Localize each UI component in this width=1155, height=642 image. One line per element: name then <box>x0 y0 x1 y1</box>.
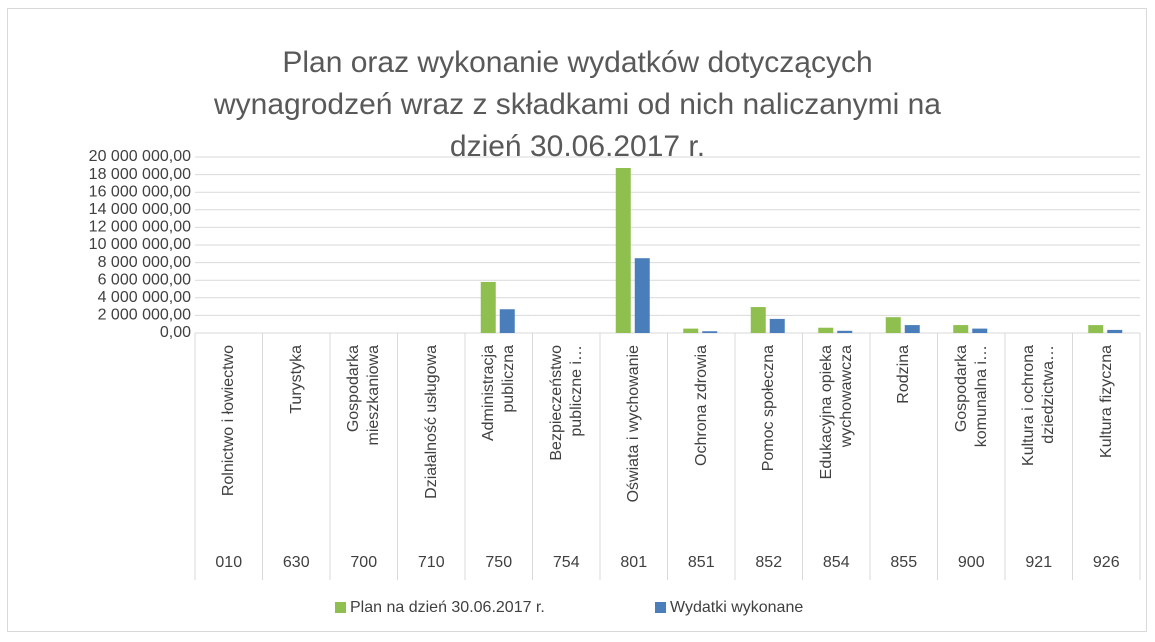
category-label-box: Oświata i wychowanie <box>600 345 667 510</box>
x-tick-label: Turystyka <box>287 345 305 414</box>
category-label-box: Kultura fizyczna <box>1073 345 1140 510</box>
category-label-box: Gospodarka komunalna i… <box>938 345 1005 510</box>
chart-frame <box>7 8 1147 632</box>
x-tick-label: Działalność usługowa <box>422 345 440 499</box>
bar <box>972 328 988 333</box>
bar <box>818 327 834 333</box>
x-code-label: 851 <box>688 554 715 571</box>
x-tick-label: Rolnictwo i łowiectwo <box>219 345 237 497</box>
y-tick-label: 10 000 000,00 <box>89 236 191 253</box>
category-label-box: Administracja publiczna <box>465 345 532 510</box>
y-tick-label: 0,00 <box>160 324 191 341</box>
x-code-label: 926 <box>1093 554 1120 571</box>
x-code-label: 801 <box>620 554 647 571</box>
legend-swatch <box>335 602 346 613</box>
bar <box>615 168 631 333</box>
x-tick-label: Kultura fizyczna <box>1097 345 1115 458</box>
x-code-label: 855 <box>890 554 917 571</box>
bar <box>769 318 785 333</box>
x-tick-label: Kultura i ochrona dziedzictwa… <box>1019 345 1057 466</box>
x-code-label: 700 <box>350 554 377 571</box>
x-code-label: 750 <box>485 554 512 571</box>
x-code-label: 754 <box>553 554 580 571</box>
category-label-box: Ochrona zdrowia <box>668 345 735 510</box>
category-label-box: Kultura i ochrona dziedzictwa… <box>1005 345 1072 510</box>
x-code-label: 010 <box>215 554 242 571</box>
x-tick-label: Pomoc społeczna <box>759 345 777 472</box>
bar <box>1088 325 1104 333</box>
x-tick-label: Administracja publiczna <box>479 345 517 442</box>
y-tick-label: 20 000 000,00 <box>89 148 191 165</box>
x-tick-label: Rodzina <box>894 345 912 404</box>
y-tick-label: 2 000 000,00 <box>98 307 192 324</box>
category-label-box: Edukacyjna opieka wychowawcza <box>803 345 870 510</box>
x-code-label: 921 <box>1025 554 1052 571</box>
x-code-label: 852 <box>755 554 782 571</box>
y-tick-label: 6 000 000,00 <box>98 271 192 288</box>
x-tick-label: Ochrona zdrowia <box>692 345 710 466</box>
y-tick-label: 18 000 000,00 <box>89 166 191 183</box>
bar <box>885 317 901 333</box>
bar <box>499 309 515 333</box>
x-code-label: 900 <box>958 554 985 571</box>
y-tick-label: 4 000 000,00 <box>98 289 192 306</box>
bar <box>750 307 766 333</box>
x-tick-label: Gospodarka mieszkaniowa <box>344 345 382 446</box>
x-tick-label: Bezpieczeństwo publiczne i… <box>547 345 585 461</box>
x-tick-label: Oświata i wychowanie <box>624 345 642 503</box>
category-label-box: Gospodarka mieszkaniowa <box>330 345 397 510</box>
legend-swatch <box>655 602 666 613</box>
category-label-box: Rolnictwo i łowiectwo <box>195 345 262 510</box>
bar <box>480 281 496 333</box>
bar <box>702 331 718 333</box>
y-tick-label: 12 000 000,00 <box>89 219 191 236</box>
y-tick-label: 16 000 000,00 <box>89 183 191 200</box>
bar <box>683 328 699 333</box>
x-code-label: 854 <box>823 554 850 571</box>
legend-label: Wydatki wykonane <box>670 599 803 616</box>
legend-label: Plan na dzień 30.06.2017 r. <box>350 599 545 616</box>
x-tick-label: Edukacyjna opieka wychowawcza <box>817 345 855 480</box>
bar <box>953 325 969 333</box>
x-tick-label: Gospodarka komunalna i… <box>952 345 990 448</box>
bar <box>837 330 853 333</box>
category-label-box: Pomoc społeczna <box>735 345 802 510</box>
bar <box>634 258 650 333</box>
bar <box>1107 329 1123 333</box>
category-label-box: Działalność usługowa <box>398 345 465 510</box>
y-tick-label: 8 000 000,00 <box>98 254 192 271</box>
bar <box>904 325 920 333</box>
category-label-box: Turystyka <box>263 345 330 510</box>
x-code-label: 710 <box>418 554 445 571</box>
category-label-box: Rodzina <box>870 345 937 510</box>
y-tick-label: 14 000 000,00 <box>89 201 191 218</box>
category-label-box: Bezpieczeństwo publiczne i… <box>533 345 600 510</box>
x-code-label: 630 <box>283 554 310 571</box>
